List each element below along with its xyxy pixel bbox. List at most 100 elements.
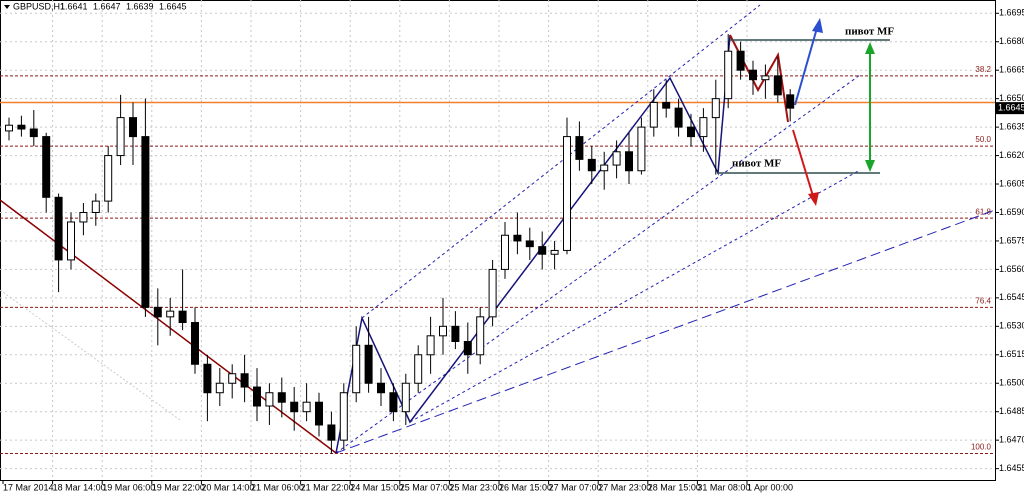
y-tick-label: 1.6665 xyxy=(999,65,1024,75)
fib-label: 38.2 xyxy=(975,65,991,74)
candle-body xyxy=(364,344,373,384)
down-arrow xyxy=(792,129,814,197)
candle-body xyxy=(451,325,460,343)
symbol: GBPUSD,H1 xyxy=(13,1,65,11)
candle-body xyxy=(104,155,113,202)
candle-body xyxy=(513,234,522,242)
header-price: 1.6641 xyxy=(60,1,88,11)
candle-body xyxy=(54,196,63,261)
candle-body xyxy=(17,124,26,130)
current-price-box xyxy=(996,102,1024,115)
long-trend-line xyxy=(335,209,996,454)
y-tick-label: 1.6575 xyxy=(999,235,1024,245)
candle-body xyxy=(91,200,100,213)
candles xyxy=(5,34,795,454)
y-tick-label: 1.6680 xyxy=(999,36,1024,46)
candle-body xyxy=(488,268,497,318)
candle-body xyxy=(129,117,137,138)
x-tick-label: 17 Mar 2014 xyxy=(3,482,54,492)
candle-body xyxy=(786,94,795,109)
x-tick-label: 27 Mar 23:00 xyxy=(598,482,651,492)
candle-body xyxy=(649,101,658,128)
candle-body xyxy=(166,310,175,318)
arrow-head xyxy=(808,192,819,206)
y-tick-label: 1.6530 xyxy=(999,321,1024,331)
header-price: 1.6645 xyxy=(159,1,187,11)
header-icon xyxy=(4,5,10,9)
candle-body xyxy=(525,240,534,248)
candle-body xyxy=(253,386,261,407)
x-tick-label: 24 Mar 15:00 xyxy=(350,482,403,492)
header-price: 1.6647 xyxy=(93,1,121,11)
x-tick-label: 25 Mar 07:00 xyxy=(400,482,453,492)
candle-body xyxy=(178,310,187,324)
x-tick-label: 20 Mar 14:00 xyxy=(201,482,254,492)
drawings xyxy=(0,4,996,454)
y-tick-label: 1.6470 xyxy=(999,435,1024,445)
x-tick-label: 27 Mar 07:00 xyxy=(549,482,602,492)
channel-line xyxy=(409,169,861,423)
y-tick-label: 1.6695 xyxy=(999,8,1024,18)
candle-body xyxy=(600,164,609,172)
candle-body xyxy=(203,363,212,394)
candle-body xyxy=(687,126,695,138)
y-tick-label: 1.6605 xyxy=(999,178,1024,188)
candle-body xyxy=(302,401,311,413)
candle-body xyxy=(141,136,150,308)
x-tick-label: 31 Mar 08:00 xyxy=(697,482,750,492)
candle-body xyxy=(711,98,720,119)
arrow-head xyxy=(865,160,875,172)
candle-body xyxy=(550,249,559,255)
x-tick-label: 26 Mar 15:00 xyxy=(499,482,552,492)
candle-body xyxy=(215,382,224,394)
candle-body xyxy=(476,316,485,356)
y-tick-label: 1.6560 xyxy=(999,264,1024,274)
y-tick-label: 1.6485 xyxy=(999,406,1024,416)
grid xyxy=(0,0,995,480)
y-tick-label: 1.6620 xyxy=(999,150,1024,160)
candle-body xyxy=(315,401,323,426)
y-tick-label: 1.6500 xyxy=(999,378,1024,388)
candle-body xyxy=(587,158,596,172)
y-tick-label: 1.6635 xyxy=(999,121,1024,131)
candle-body xyxy=(612,151,621,166)
candle-body xyxy=(290,401,299,413)
candle-body xyxy=(67,221,75,261)
candle-body xyxy=(637,126,646,172)
x-tick-label: 21 Mar 22:00 xyxy=(301,482,354,492)
arrow-head xyxy=(812,18,823,33)
current-price-label: 1.6645 xyxy=(998,103,1024,113)
header: GBPUSD,H1 1.6641 1.6647 1.6639 1.6645 xyxy=(4,1,187,11)
candle-body xyxy=(389,392,398,413)
candle-body xyxy=(29,128,38,138)
candle-body xyxy=(674,107,683,128)
candle-body xyxy=(724,50,733,100)
fib-label: 100.0 xyxy=(971,443,992,452)
x-tick-label: 19 Mar 06:00 xyxy=(102,482,155,492)
candle-body xyxy=(463,341,472,356)
candle-body xyxy=(327,424,336,441)
candle-body xyxy=(699,117,708,138)
candle-body xyxy=(352,344,361,394)
candle-body xyxy=(749,69,757,81)
candle-body xyxy=(5,124,13,132)
candle-body xyxy=(414,354,423,384)
x-tick-label: 21 Mar 06:00 xyxy=(251,482,304,492)
candle-body xyxy=(401,382,410,413)
faint-line xyxy=(0,289,181,421)
candle-body xyxy=(277,392,286,403)
y-tick-label: 1.6650 xyxy=(999,93,1024,103)
y-tick-label: 1.6590 xyxy=(999,207,1024,217)
candle-body xyxy=(377,382,385,394)
x-tick-label: 18 Mar 14:00 xyxy=(53,482,106,492)
candle-body xyxy=(736,50,745,71)
candle-body xyxy=(575,136,584,160)
x-tick-label: 1 Apr 00:00 xyxy=(747,482,793,492)
channel-line xyxy=(361,4,761,319)
candle-body xyxy=(191,322,199,365)
header-prices: 1.6641 1.6647 1.6639 1.6645 xyxy=(60,1,187,11)
x-tick-label: 28 Mar 15:00 xyxy=(648,482,701,492)
candle-body xyxy=(116,117,125,157)
y-tick-label: 1.6455 xyxy=(999,463,1024,473)
